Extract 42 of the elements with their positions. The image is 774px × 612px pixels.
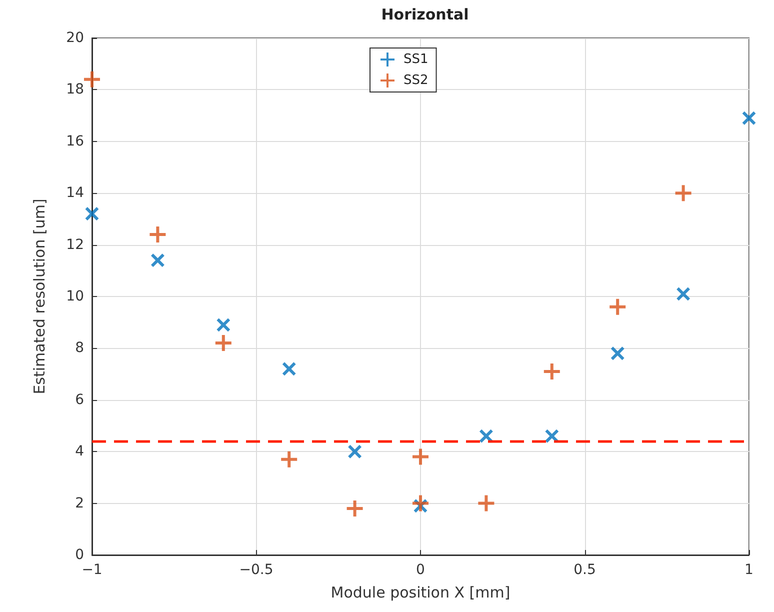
x-axis-title: Module position X [mm] [330, 584, 510, 602]
point [280, 450, 299, 469]
x-tick-label: 1 [744, 562, 754, 578]
y-tick-label: 20 [66, 30, 84, 46]
point [148, 224, 168, 244]
y-tick-label: 8 [75, 340, 84, 356]
y-tick-label: 2 [75, 495, 84, 512]
y-tick-label: 10 [66, 288, 84, 304]
point [216, 318, 231, 332]
legend-label: SS2 [404, 73, 428, 88]
point [214, 334, 233, 353]
point [84, 206, 100, 221]
legend-label: SS1 [404, 52, 428, 67]
point [348, 444, 362, 459]
point [476, 494, 496, 513]
chart-title: Horizontal [381, 6, 469, 24]
point [411, 447, 430, 466]
point [610, 346, 625, 361]
point [542, 362, 562, 381]
y-tick-label: 6 [75, 392, 84, 408]
y-tick-label: 16 [66, 133, 84, 150]
point [82, 70, 102, 89]
y-tick-label: 4 [75, 444, 84, 460]
point [411, 494, 430, 513]
x-tick-label: −1 [82, 562, 102, 578]
y-axis-title: Estimated resolution [um] [30, 198, 48, 394]
y-tick-label: 12 [66, 236, 84, 253]
y-tick-label: 18 [66, 82, 84, 98]
point [608, 297, 628, 316]
x-tick-label: 0.5 [574, 562, 596, 578]
point [282, 362, 296, 376]
point [544, 428, 560, 444]
y-tick-label: 14 [66, 185, 84, 202]
point [676, 286, 690, 302]
point [345, 498, 364, 518]
point [742, 110, 756, 126]
point [674, 184, 693, 203]
x-tick-label: 0 [416, 562, 425, 578]
y-tick-label: 0 [75, 547, 84, 563]
point [479, 428, 494, 444]
x-tick-label: −0.5 [239, 562, 274, 578]
point [150, 253, 165, 268]
